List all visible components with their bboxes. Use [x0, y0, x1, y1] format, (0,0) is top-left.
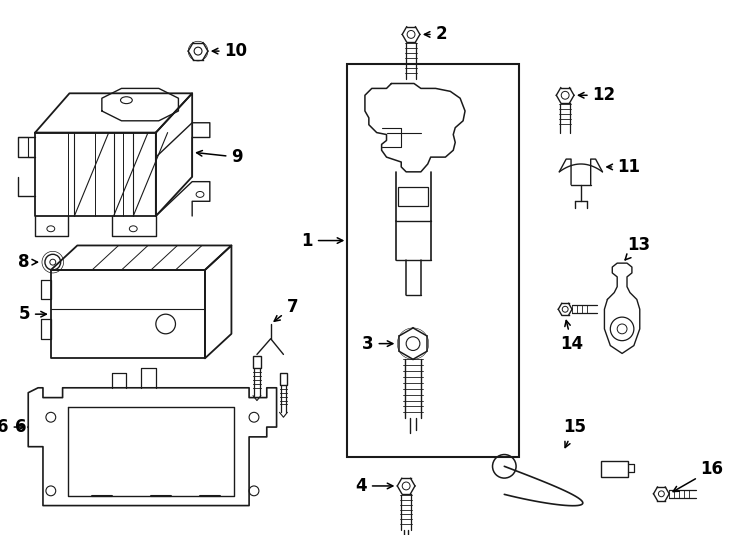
Bar: [347, 64, 519, 456]
Text: 11: 11: [607, 158, 640, 176]
Text: 1: 1: [302, 232, 343, 249]
Text: 10: 10: [212, 42, 247, 60]
Bar: [280, 373, 288, 385]
Text: 9: 9: [197, 148, 243, 166]
Text: 3: 3: [362, 335, 393, 353]
Text: 2: 2: [424, 25, 447, 43]
Bar: [399, 186, 428, 206]
Text: 16: 16: [673, 460, 724, 491]
Bar: [253, 356, 261, 368]
Text: 5: 5: [18, 305, 46, 323]
Text: 6: 6: [15, 418, 27, 436]
Text: 15: 15: [563, 418, 586, 448]
Text: 14: 14: [560, 321, 584, 353]
Text: 4: 4: [355, 477, 393, 495]
Text: 8: 8: [18, 253, 37, 271]
Text: 6: 6: [0, 418, 23, 436]
Bar: [600, 461, 628, 477]
Text: 12: 12: [578, 86, 616, 104]
Text: 7: 7: [275, 298, 298, 321]
Text: 13: 13: [625, 237, 650, 260]
